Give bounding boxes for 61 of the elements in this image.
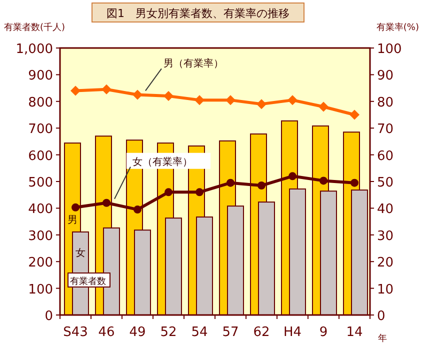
series-label: 女 [76,246,86,259]
point [350,178,358,187]
point [288,172,296,180]
y-axis-title: 有業者数(千人) [4,22,66,33]
series-label: 男 [68,215,78,226]
point [194,95,204,106]
x-tick-label: 46 [98,325,115,340]
point [102,84,112,94]
x-tick-label: 14 [346,325,363,340]
annotation: 有業者数 [70,276,106,287]
text: 男（有業率） [164,58,224,70]
y2-tick-label: 70 [377,122,394,138]
point [256,99,266,110]
y2-tick-label: 20 [377,256,394,271]
x-tick-label: 54 [191,325,208,340]
x-tick-label: 52 [160,325,177,340]
y-tick-label: 400 [28,202,53,218]
y-tick-label: 200 [28,256,53,271]
y2-tick-label: 10 [377,282,394,298]
y-tick-label: 800 [28,95,53,110]
y-tick-label: 0 [44,309,53,324]
point [226,95,236,106]
x-tick-label: 57 [222,325,239,340]
y2-tick-label: 90 [377,68,394,84]
y2-tick-label: 40 [377,202,394,218]
x-axis-title: 年 [378,333,387,344]
point [70,86,80,96]
point [132,90,142,100]
y2-tick-label: 80 [377,95,394,110]
x-tick-label: 49 [129,325,146,340]
text: 女（有業率） [132,156,192,168]
y-tick-label: 300 [28,228,53,244]
y2-tick-label: 50 [377,176,394,190]
x-tick-label: 62 [253,325,270,340]
x-tick-label: 9 [319,325,328,340]
x-tick-label: H4 [283,325,302,340]
y2-tick-label: 100 [377,42,402,57]
point [226,178,234,187]
y-tick-label: 700 [28,122,53,138]
point [320,176,328,185]
y-tick-label: 900 [28,68,53,84]
point [288,95,298,106]
x-tick-label: S43 [63,325,88,340]
point [196,188,204,196]
point [350,110,360,120]
point [164,91,174,102]
y-tick-label: 500 [28,176,53,190]
point [102,198,110,207]
y2-tick-label: 60 [377,148,394,164]
y2-axis-title: 有業率(%) [376,22,419,33]
y-tick-label: 1,000 [16,42,53,57]
point [258,182,266,190]
y-tick-label: 600 [28,148,53,164]
point [72,203,80,212]
point [134,206,142,214]
y2-tick-label: 30 [377,228,394,244]
point [164,188,172,196]
y-tick-label: 100 [28,282,53,298]
chart-title: 図1 男女別有業者数、有業率の推移 [106,7,290,20]
y2-tick-label: 0 [377,309,386,324]
point [318,102,328,112]
